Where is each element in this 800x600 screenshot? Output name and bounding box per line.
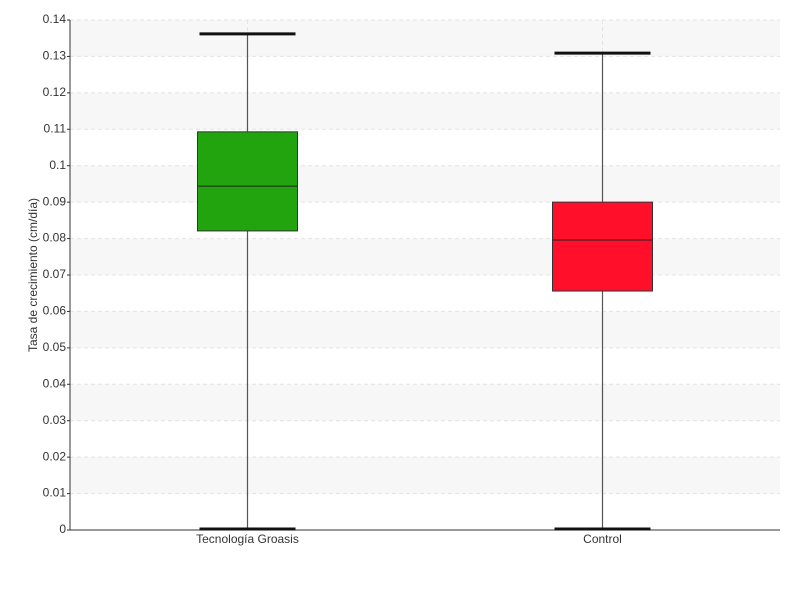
grid-band	[70, 20, 780, 57]
grid-band	[70, 384, 780, 421]
y-tick-label: 0.08	[43, 231, 67, 245]
grid-band	[70, 311, 780, 348]
y-tick-label: 0.05	[43, 340, 67, 354]
y-tick-label: 0.11	[44, 121, 67, 135]
y-tick-label: 0.14	[43, 12, 67, 26]
y-tick-label: 0	[59, 522, 66, 536]
y-tick-label: 0.02	[43, 449, 67, 463]
y-tick-label: 0.09	[43, 194, 67, 208]
y-tick-label: 0.04	[43, 376, 67, 390]
y-tick-label: 0.03	[43, 413, 67, 427]
grid-band	[70, 92, 780, 130]
grid-band	[70, 238, 780, 275]
box	[197, 131, 298, 232]
y-tick-label: 0.06	[43, 304, 67, 318]
grid-band	[70, 457, 780, 494]
box	[552, 201, 653, 292]
y-tick-label: 0.07	[43, 267, 67, 281]
x-tick-label: Control	[583, 532, 622, 546]
x-tick-label: Tecnología Groasis	[196, 532, 299, 546]
y-tick-label: 0.13	[43, 49, 67, 63]
y-axis-label: Tasa de crecimiento (cm/día)	[26, 198, 40, 352]
y-tick-label: 0.1	[49, 158, 66, 172]
y-tick-label: 0.01	[43, 486, 67, 500]
grid-band	[70, 165, 780, 203]
y-tick-label: 0.12	[43, 85, 67, 99]
